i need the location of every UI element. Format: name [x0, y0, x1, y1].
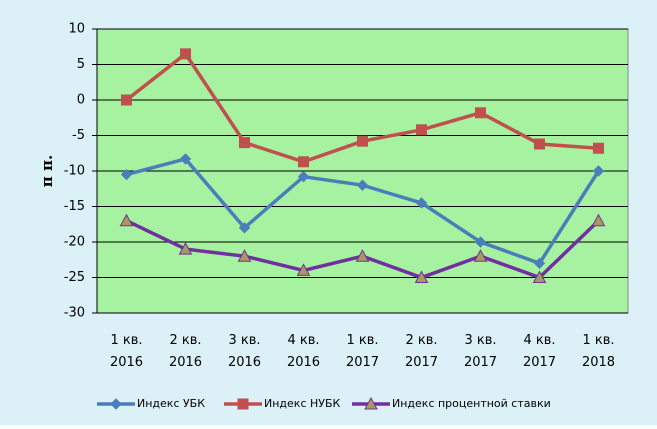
x-tick-label: 4 кв. 2016 [287, 333, 320, 370]
series [120, 153, 605, 270]
marker [237, 249, 252, 262]
y-tick-label: 0 [77, 93, 85, 108]
legend-label: Индекс процентной ставки [392, 397, 551, 410]
marker [364, 396, 378, 410]
legend-label: Индекс НУБК [264, 397, 341, 410]
marker [592, 165, 605, 177]
y-tick-label: -15 [64, 199, 85, 214]
legend-label: Индекс УБК [137, 397, 205, 410]
marker [119, 213, 134, 227]
marker [298, 156, 309, 168]
marker [121, 94, 132, 106]
y-tick-label: -20 [64, 235, 85, 250]
y-tick-label: -25 [64, 270, 85, 285]
x-tick-label: 1 кв. 2016 [110, 333, 143, 370]
marker [120, 168, 133, 181]
marker [179, 153, 192, 165]
y-tick-label: -10 [64, 164, 85, 179]
y-tick-label: -30 [64, 306, 85, 321]
marker [110, 398, 122, 410]
x-tick-label: 1 кв. 2017 [346, 333, 379, 370]
marker [237, 398, 249, 410]
marker [238, 222, 251, 234]
marker [474, 236, 487, 248]
y-tick-label: -5 [72, 128, 85, 143]
marker [416, 124, 427, 136]
series [121, 48, 604, 168]
x-tick-label: 2 кв. 2017 [405, 333, 438, 370]
marker [296, 263, 311, 276]
marker [355, 249, 370, 262]
x-tick-label: 3 кв. 2016 [228, 333, 261, 370]
marker [414, 270, 429, 283]
legend-item: Индекс процентной ставки [352, 396, 551, 410]
series [119, 213, 606, 283]
marker [593, 142, 604, 154]
marker [297, 170, 310, 183]
marker [357, 135, 368, 147]
marker [473, 249, 488, 262]
marker [178, 242, 193, 255]
x-tick-label: 1 кв. 2018 [582, 333, 615, 370]
legend-item: Индекс НУБК [224, 397, 341, 410]
marker [356, 179, 369, 191]
x-tick-label: 2 кв. 2016 [169, 333, 202, 370]
x-tick-label: 3 кв. 2017 [464, 333, 497, 370]
y-tick-label: 5 [77, 57, 85, 72]
marker [415, 197, 428, 209]
marker [239, 137, 250, 149]
marker [475, 107, 486, 119]
y-axis-label: п п. [38, 155, 56, 187]
x-tick-label: 4 кв. 2017 [523, 333, 556, 370]
marker [591, 213, 606, 227]
marker [533, 257, 546, 270]
marker [180, 48, 191, 60]
marker [532, 270, 547, 283]
marker [534, 138, 545, 150]
legend-item: Индекс УБК [97, 397, 205, 410]
y-tick-label: 10 [68, 22, 85, 37]
